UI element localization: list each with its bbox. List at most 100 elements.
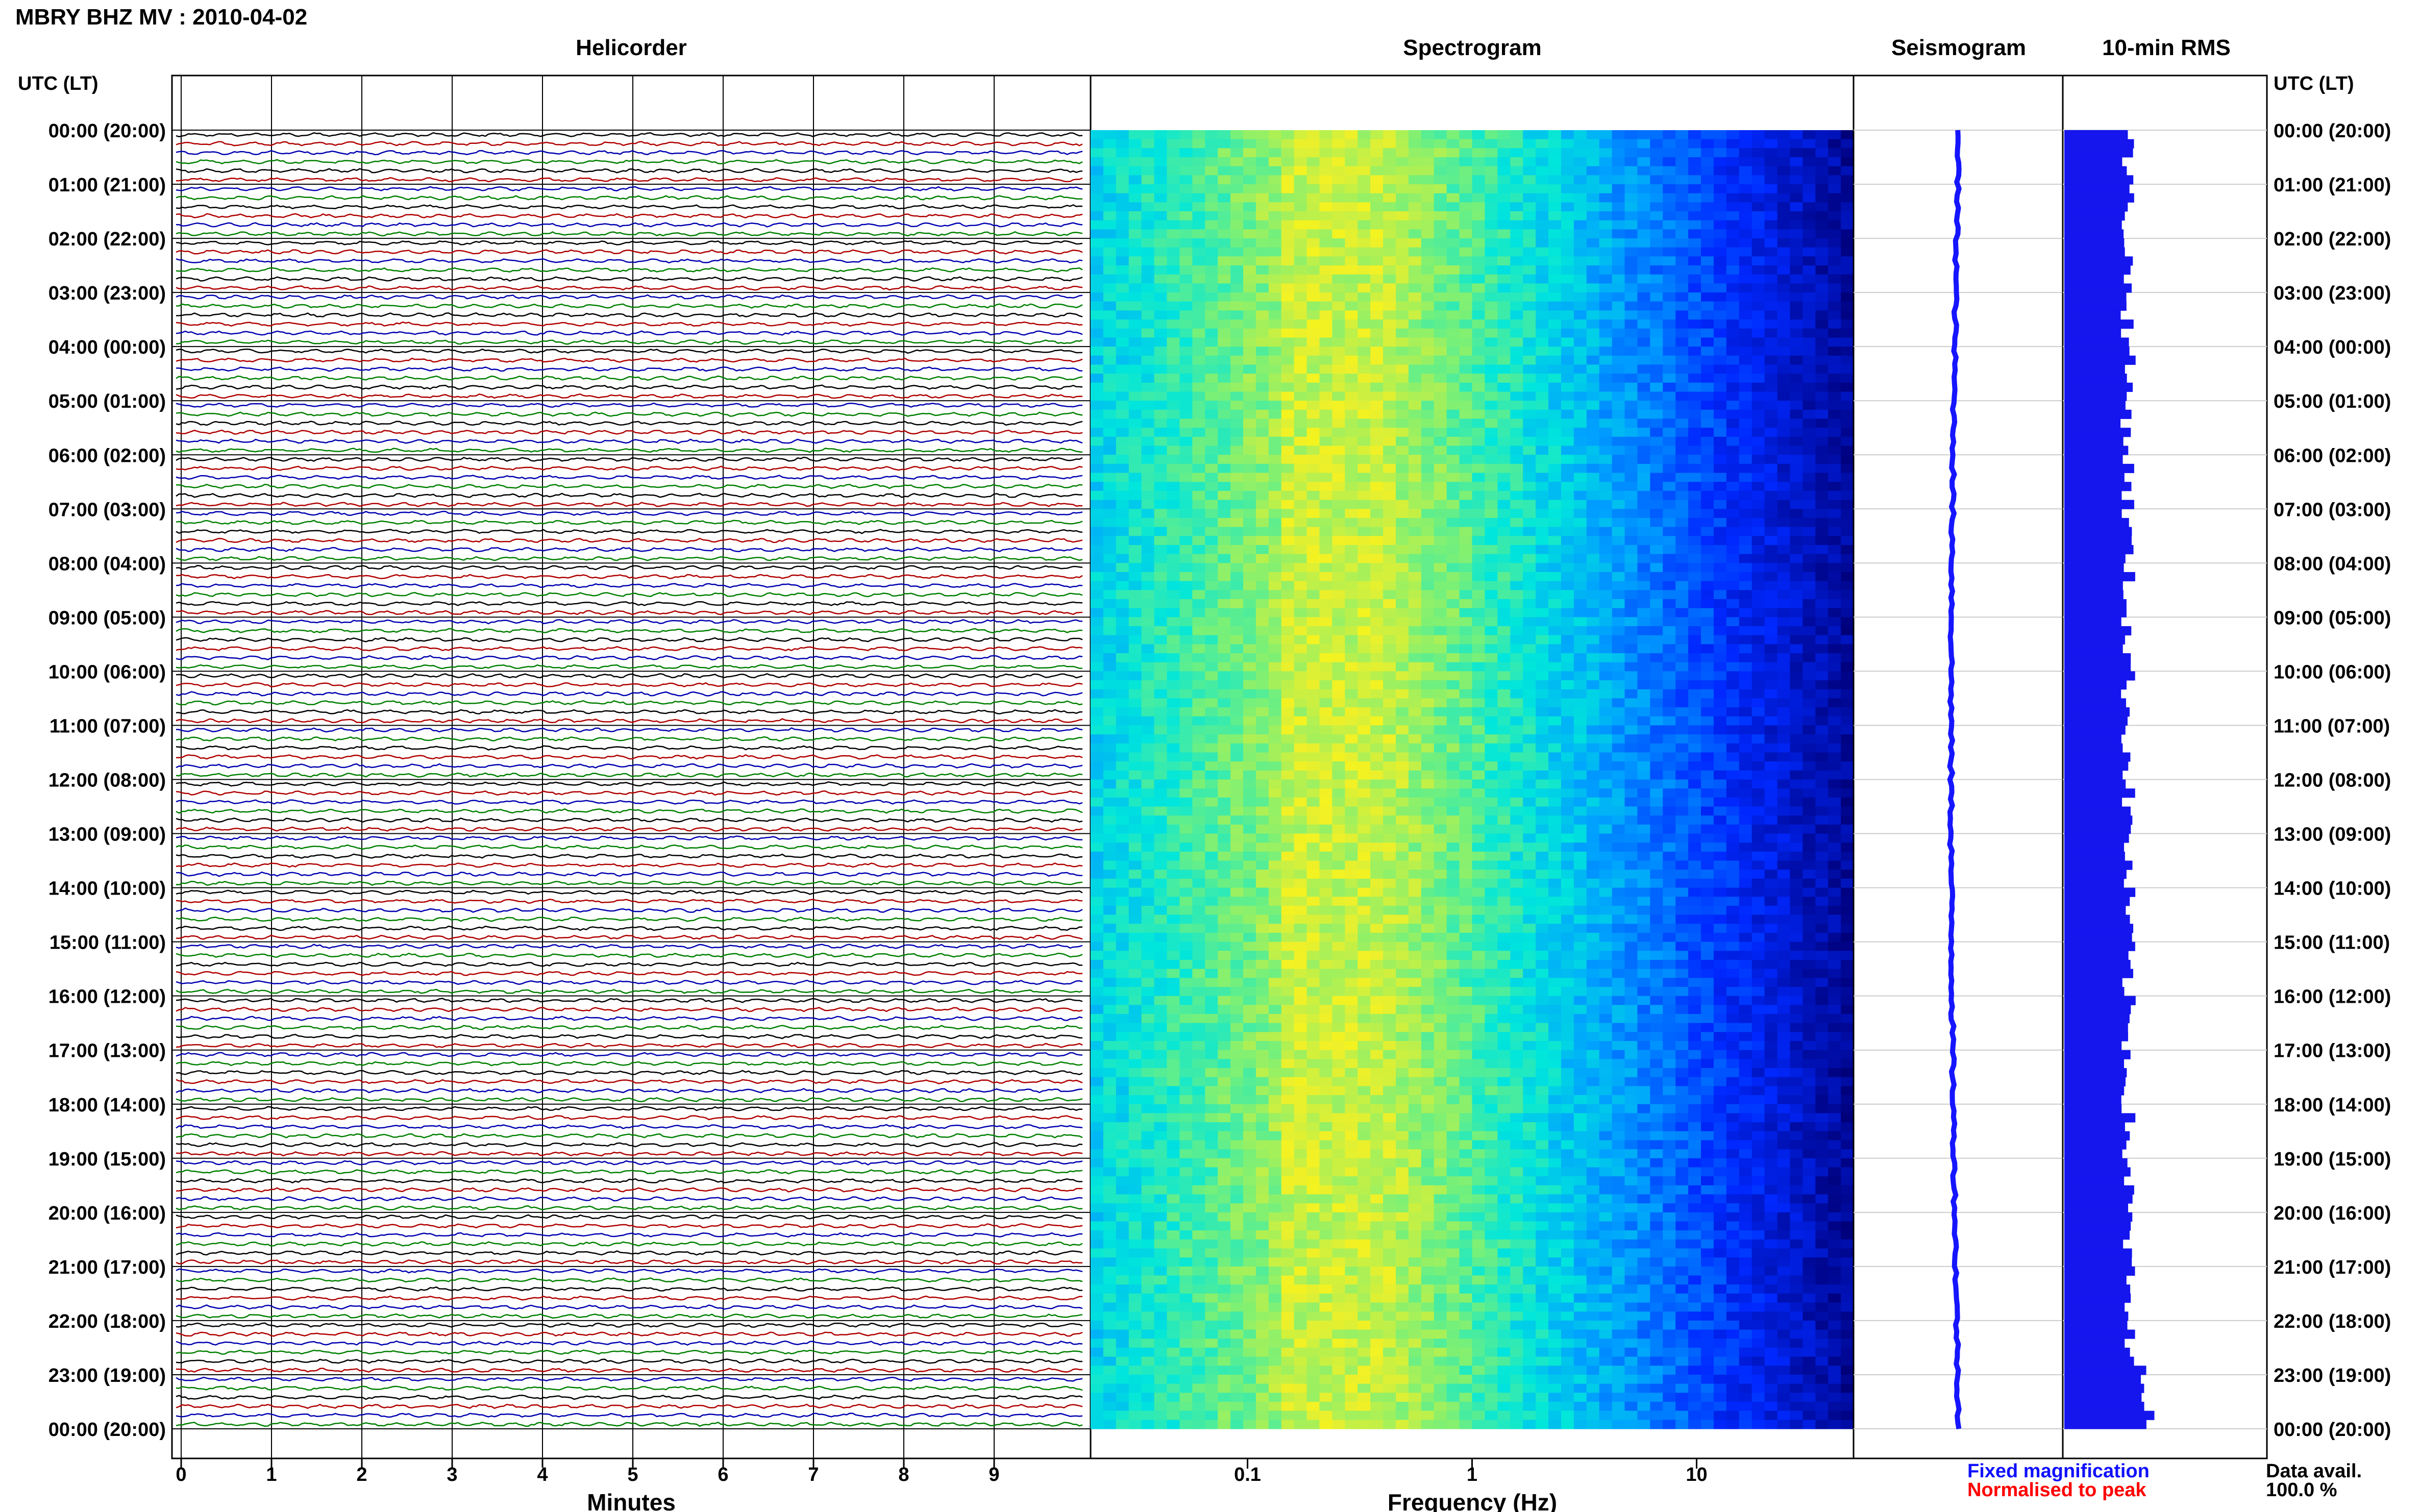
spectrogram-cell bbox=[1612, 617, 1625, 627]
spectrogram-cell bbox=[1841, 662, 1854, 672]
spectrogram-cell bbox=[1128, 671, 1142, 681]
spectrogram-cell bbox=[1828, 554, 1841, 563]
spectrogram-cell bbox=[1815, 761, 1829, 771]
spectrogram-cell bbox=[1701, 833, 1714, 843]
spectrogram-cell bbox=[1179, 193, 1193, 203]
spectrogram-cell bbox=[1739, 202, 1752, 212]
spectrogram-cell bbox=[1294, 500, 1307, 509]
spectrogram-cell bbox=[1485, 157, 1498, 167]
spectrogram-cell bbox=[1357, 707, 1371, 717]
spectrogram-cell bbox=[1459, 256, 1473, 266]
spectrogram-cell bbox=[1701, 544, 1714, 555]
spectrogram-cell bbox=[1536, 130, 1549, 140]
spectrogram-cell bbox=[1510, 229, 1523, 239]
spectrogram-cell bbox=[1815, 473, 1829, 482]
spectrogram-cell bbox=[1294, 572, 1307, 582]
spectrogram-cell bbox=[1255, 698, 1269, 708]
spectrogram-cell bbox=[1192, 292, 1205, 302]
spectrogram-cell bbox=[1205, 310, 1218, 320]
spectrogram-cell bbox=[1141, 725, 1155, 735]
spectrogram-cell bbox=[1383, 707, 1396, 717]
spectrogram-cell bbox=[1408, 833, 1422, 843]
spectrogram-cell bbox=[1421, 157, 1435, 167]
spectrogram-cell bbox=[1268, 770, 1282, 780]
spectrogram-cell bbox=[1179, 310, 1193, 320]
helicorder-trace bbox=[176, 1367, 1082, 1373]
spectrogram-cell bbox=[1497, 337, 1511, 347]
spectrogram-cell bbox=[1116, 490, 1129, 501]
spectrogram-cell bbox=[1319, 463, 1333, 474]
spectrogram-cell bbox=[1726, 364, 1740, 374]
spectrogram-cell bbox=[1485, 490, 1498, 501]
spectrogram-cell bbox=[1179, 328, 1193, 338]
spectrogram-cell bbox=[1230, 490, 1244, 501]
spectrogram-cell bbox=[1573, 599, 1587, 609]
spectrogram-cell bbox=[1510, 833, 1523, 843]
spectrogram-cell bbox=[1599, 355, 1613, 365]
spectrogram-cell bbox=[1294, 842, 1307, 852]
spectrogram-cell bbox=[1663, 788, 1676, 798]
spectrogram-cell bbox=[1294, 166, 1307, 176]
spectrogram-cell bbox=[1141, 473, 1155, 482]
spectrogram-cell bbox=[1790, 509, 1803, 518]
spectrogram-cell bbox=[1345, 337, 1358, 347]
spectrogram-cell bbox=[1739, 409, 1752, 419]
spectrogram-cell bbox=[1255, 608, 1269, 617]
spectrogram-cell bbox=[1141, 635, 1155, 645]
spectrogram-cell bbox=[1434, 815, 1447, 825]
spectrogram-cell bbox=[1739, 544, 1752, 555]
spectrogram-cell bbox=[1421, 319, 1435, 329]
spectrogram-cell bbox=[1332, 653, 1345, 663]
spectrogram-cell bbox=[1243, 815, 1256, 825]
spectrogram-cell bbox=[1472, 418, 1486, 428]
spectrogram-cell bbox=[1141, 265, 1155, 275]
spectrogram-cell bbox=[1434, 238, 1447, 248]
spectrogram-cell bbox=[1472, 175, 1486, 185]
spectrogram-cell bbox=[1281, 202, 1295, 212]
spectrogram-cell bbox=[1726, 445, 1740, 455]
spectrogram-cell bbox=[1841, 436, 1854, 447]
spectrogram-cell bbox=[1091, 238, 1104, 248]
spectrogram-cell bbox=[1128, 247, 1142, 257]
spectrogram-cell bbox=[1510, 401, 1523, 410]
spectrogram-cell bbox=[1446, 608, 1460, 617]
helicorder-trace bbox=[176, 1124, 1083, 1130]
spectrogram-cell bbox=[1408, 184, 1422, 194]
spectrogram-cell bbox=[1777, 500, 1791, 509]
spectrogram-cell bbox=[1599, 382, 1613, 392]
spectrogram-cell bbox=[1091, 364, 1104, 374]
spectrogram-cell bbox=[1815, 148, 1829, 158]
spectrogram-cell bbox=[1459, 536, 1473, 546]
spectrogram-cell bbox=[1396, 517, 1409, 528]
spectrogram-cell bbox=[1523, 301, 1536, 311]
spectrogram-cell bbox=[1192, 842, 1205, 852]
spectrogram-cell bbox=[1510, 374, 1523, 383]
spectrogram-cell bbox=[1612, 536, 1625, 546]
spectrogram-cell bbox=[1764, 635, 1778, 645]
spectrogram-cell bbox=[1599, 238, 1613, 248]
spectrogram-cell bbox=[1357, 779, 1371, 789]
spectrogram-cell bbox=[1561, 806, 1574, 816]
spectrogram-cell bbox=[1472, 662, 1486, 672]
spectrogram-cell bbox=[1154, 752, 1168, 762]
spectrogram-cell bbox=[1116, 274, 1129, 284]
spectrogram-cell bbox=[1726, 283, 1740, 293]
spectrogram-cell bbox=[1701, 364, 1714, 374]
spectrogram-cell bbox=[1332, 761, 1345, 771]
spectrogram-cell bbox=[1497, 274, 1511, 284]
spectrogram-cell bbox=[1421, 428, 1435, 437]
spectrogram-cell bbox=[1485, 428, 1498, 437]
spectrogram-cell bbox=[1828, 824, 1841, 834]
spectrogram-cell bbox=[1319, 635, 1333, 645]
spectrogram-cell bbox=[1586, 824, 1600, 834]
spectrogram-cell bbox=[1167, 193, 1180, 203]
spectrogram-cell bbox=[1548, 220, 1562, 230]
spectrogram-cell bbox=[1713, 509, 1727, 518]
spectrogram-cell bbox=[1701, 473, 1714, 482]
spectrogram-cell bbox=[1815, 220, 1829, 230]
spectrogram-cell bbox=[1255, 797, 1269, 807]
spectrogram-cell bbox=[1243, 725, 1256, 735]
spectrogram-cell bbox=[1243, 337, 1256, 347]
spectrogram-cell bbox=[1116, 527, 1129, 536]
spectrogram-cell bbox=[1497, 626, 1511, 636]
